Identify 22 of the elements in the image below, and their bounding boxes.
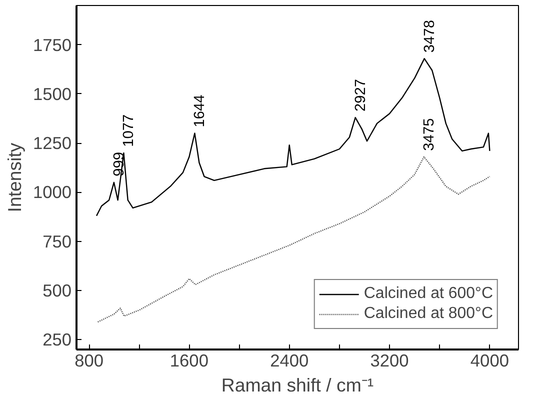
- y-tick-label: 1750: [32, 34, 72, 55]
- legend-label: Calcined at 800°C: [364, 305, 493, 323]
- annotation: 2927: [352, 78, 369, 112]
- x-tick-label: 800: [74, 350, 104, 370]
- annotation: 3475: [421, 118, 438, 151]
- x-axis-title: Raman shift / cm⁻¹: [221, 374, 374, 396]
- annotation: 1644: [192, 94, 208, 128]
- y-tick-label: 750: [42, 231, 72, 252]
- legend-label: Calcined at 600°C: [364, 285, 493, 303]
- annotation: 1077: [121, 114, 138, 147]
- x-tick-label: 4000: [470, 350, 509, 370]
- y-axis-title: Intensity: [4, 142, 25, 212]
- x-tick-label: 2400: [270, 350, 309, 370]
- x-tick-label: 3200: [370, 350, 409, 370]
- y-tick-label: 500: [42, 280, 72, 301]
- annotation: 3478: [422, 20, 438, 53]
- y-tick-label: 250: [42, 330, 72, 350]
- y-tick-label: 1250: [32, 133, 72, 154]
- y-tick-label: 1500: [32, 84, 72, 104]
- y-tick-label: 1000: [32, 182, 72, 202]
- x-tick-label: 1600: [170, 350, 208, 370]
- line-series: [96, 58, 490, 216]
